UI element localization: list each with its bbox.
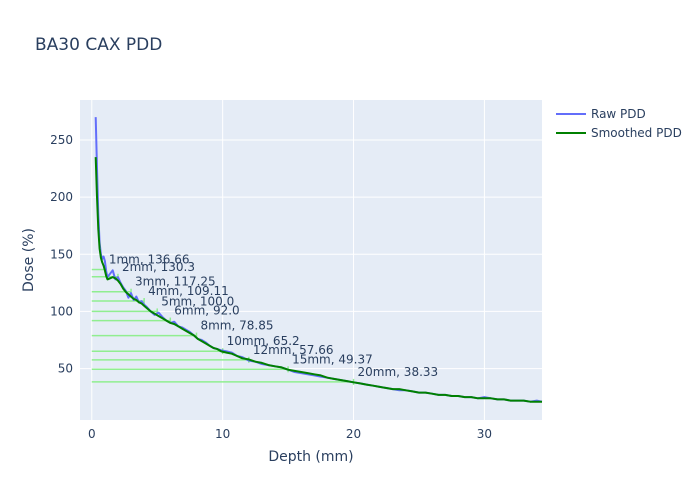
x-tick-label: 10 (215, 427, 230, 441)
grid (80, 100, 542, 420)
y-axis-title: Dose (%) (21, 228, 37, 292)
legend-item-raw[interactable]: Raw PDD (556, 107, 646, 121)
y-tick-label: 50 (58, 362, 73, 376)
legend: Raw PDD Smoothed PDD (556, 107, 682, 140)
y-tick-label: 100 (50, 304, 73, 318)
x-ticks: 0 10 20 30 (88, 427, 492, 441)
legend-label-raw: Raw PDD (591, 107, 646, 121)
marker-label: 8mm, 78.85 (200, 319, 273, 333)
marker-label: 20mm, 38.33 (358, 365, 439, 379)
y-tick-label: 150 (50, 247, 73, 261)
marker-label: 5mm, 100.0 (161, 294, 234, 308)
plot-area[interactable] (80, 100, 542, 420)
x-axis-title: Depth (mm) (268, 449, 353, 465)
marker-label: 12mm, 57.66 (253, 343, 334, 357)
x-tick-label: 0 (88, 427, 96, 441)
chart-title: BA30 CAX PDD (35, 35, 162, 55)
marker-label: 1mm, 136.66 (109, 253, 190, 267)
marker-label: 4mm, 109.11 (148, 284, 229, 298)
y-tick-label: 250 (50, 133, 73, 147)
y-tick-label: 200 (50, 190, 73, 204)
series-group (94, 117, 543, 403)
x-tick-label: 20 (346, 427, 361, 441)
marker-label: 10mm, 65.2 (227, 334, 300, 348)
marker-lines (91, 266, 355, 385)
x-tick-label: 30 (477, 427, 492, 441)
legend-item-smoothed[interactable]: Smoothed PDD (556, 126, 682, 140)
marker-label: 2mm, 130.3 (122, 260, 195, 274)
marker-label: 3mm, 117.25 (135, 275, 216, 289)
marker-label: 15mm, 49.37 (292, 352, 373, 366)
series-line-smoothed (94, 157, 542, 403)
marker-label: 6mm, 92.0 (174, 304, 239, 318)
legend-label-smoothed: Smoothed PDD (591, 126, 682, 140)
y-ticks: 50 100 150 200 250 (50, 133, 73, 376)
